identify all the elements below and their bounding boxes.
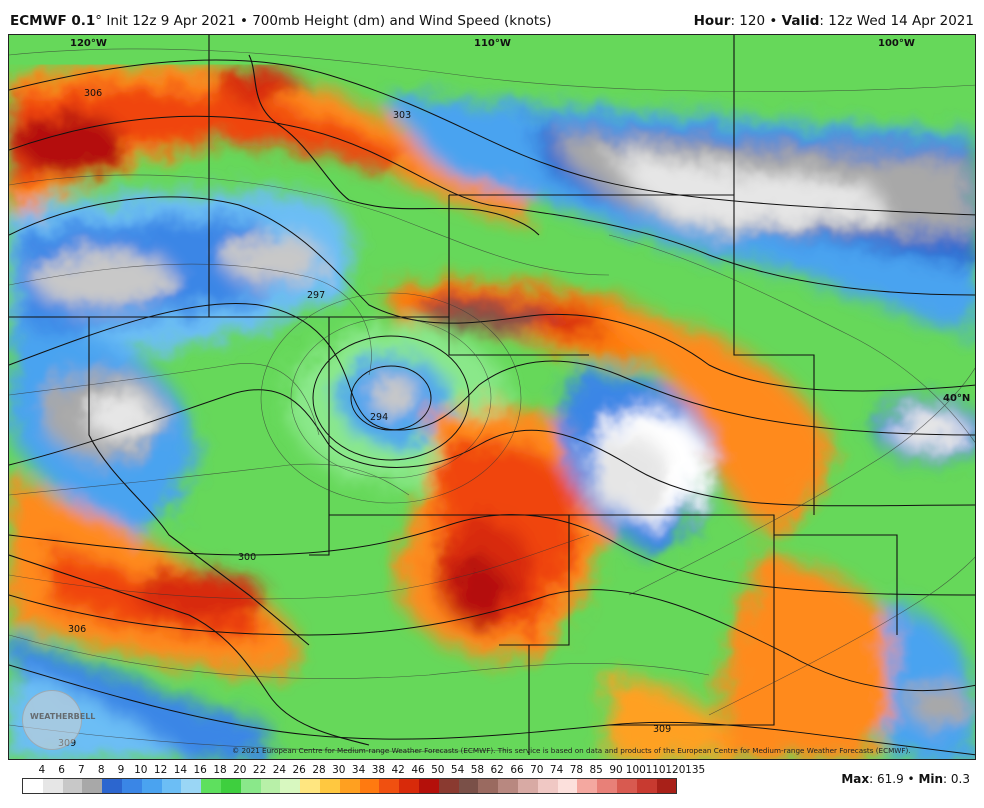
min-value: 0.3 xyxy=(950,772,970,786)
lon-label-100w: 100°W xyxy=(878,38,915,49)
wind-speed-field xyxy=(9,35,975,759)
scale-tick-label: 135 xyxy=(685,764,706,776)
valid-info: Hour: 120 • Valid: 12z Wed 14 Apr 2021 xyxy=(693,13,974,29)
model-name: ECMWF 0.1 xyxy=(10,13,96,29)
scale-swatch xyxy=(280,779,301,793)
scale-tick-label: 66 xyxy=(510,764,524,776)
copyright-notice: © 2021 European Centre for Medium-range … xyxy=(232,746,911,755)
height-label: 294 xyxy=(370,412,389,423)
scale-tick-label: 100 xyxy=(625,764,646,776)
scale-tick-label: 38 xyxy=(371,764,386,776)
scale-swatch xyxy=(82,779,103,793)
scale-tick-label: 54 xyxy=(450,764,465,776)
weatherbell-logo xyxy=(22,690,82,750)
scale-swatch xyxy=(399,779,419,793)
scale-swatch xyxy=(201,779,221,793)
scale-swatch xyxy=(181,779,202,793)
scale-tick-label: 16 xyxy=(193,764,207,776)
scale-tick-label: 78 xyxy=(569,764,584,776)
scale-swatch xyxy=(418,779,439,793)
scale-swatch xyxy=(478,779,499,793)
height-label: 297 xyxy=(307,290,326,301)
scale-tick-label: 24 xyxy=(272,764,287,776)
height-label: 306 xyxy=(68,624,87,635)
height-label: 303 xyxy=(393,110,412,121)
height-label: 306 xyxy=(84,88,103,99)
scale-swatch xyxy=(141,779,162,793)
scale-swatch xyxy=(121,779,142,793)
lon-label-110w: 110°W xyxy=(474,38,511,49)
scale-tick-label: 74 xyxy=(549,764,564,776)
scale-tick-label: 62 xyxy=(490,764,504,776)
scale-swatch xyxy=(42,779,63,793)
scale-tick-label: 30 xyxy=(332,764,346,776)
scale-swatch xyxy=(240,779,261,793)
scale-swatch xyxy=(597,779,617,793)
title-bar: ECMWF 0.1° Init 12z 9 Apr 2021 • 700mb H… xyxy=(0,0,984,34)
scale-swatch xyxy=(102,779,122,793)
max-value: 61.9 xyxy=(876,772,904,786)
scale-swatch xyxy=(517,779,538,793)
boundaries xyxy=(9,35,898,755)
scale-swatch xyxy=(319,779,340,793)
scale-tick-label: 12 xyxy=(153,764,168,776)
scale-tick-label: 110 xyxy=(645,764,666,776)
scale-tick-label: 46 xyxy=(411,764,425,776)
scale-tick-label: 14 xyxy=(173,764,188,776)
weatherbell-logo-text: WEATHERBELL xyxy=(30,712,96,721)
scale-tick-label: 28 xyxy=(312,764,326,776)
scale-swatch xyxy=(161,779,182,793)
scale-tick-label: 20 xyxy=(233,764,247,776)
scale-tick-label: 70 xyxy=(530,764,544,776)
scale-swatch xyxy=(656,779,677,793)
scale-tick-label: 9 xyxy=(117,764,125,776)
lat-label-40n: 40°N xyxy=(943,393,971,404)
scale-swatch xyxy=(577,779,598,793)
height-label: 300 xyxy=(238,552,257,563)
height-label: 309 xyxy=(653,724,672,735)
scale-tick-label: 85 xyxy=(589,764,603,776)
scale-swatch xyxy=(438,779,459,793)
scale-swatch xyxy=(339,779,360,793)
scale-tick-label: 6 xyxy=(58,764,65,776)
map-title: ECMWF 0.1° Init 12z 9 Apr 2021 • 700mb H… xyxy=(10,13,552,29)
scale-tick-label: 18 xyxy=(213,764,227,776)
height-contours xyxy=(9,59,975,756)
scale-tick-label: 58 xyxy=(470,764,485,776)
scale-tick-label: 90 xyxy=(609,764,623,776)
scale-swatch xyxy=(636,779,657,793)
scale-swatch xyxy=(458,779,479,793)
wind-streamlines xyxy=(9,48,975,752)
scale-swatch xyxy=(359,779,380,793)
scale-tick-label: 8 xyxy=(97,764,105,776)
scale-swatch xyxy=(616,779,637,793)
forecast-map[interactable] xyxy=(8,34,976,760)
scale-swatch xyxy=(260,779,281,793)
scale-tick-label: 120 xyxy=(665,764,686,776)
scale-swatch xyxy=(62,779,83,793)
scale-swatch xyxy=(537,779,558,793)
scale-swatch xyxy=(557,779,578,793)
scale-tick-label: 4 xyxy=(38,764,46,776)
scale-swatch xyxy=(300,779,320,793)
scale-swatches xyxy=(22,778,678,794)
scale-tick-label: 50 xyxy=(431,764,445,776)
scale-tick-label: 22 xyxy=(252,764,267,776)
product-name: 700mb Height (dm) and Wind Speed (knots) xyxy=(252,13,552,29)
scale-swatch xyxy=(23,779,43,793)
scale-swatch xyxy=(379,779,400,793)
scale-swatch xyxy=(220,779,241,793)
color-scale: 4 6 7 8 9 10 12 14 16 18 20 22 24 26 28 30 34 38 42 46 50 54 5… xyxy=(22,764,706,796)
scale-swatch xyxy=(498,779,518,793)
max-min-readout: Max: 61.9 • Min: 0.3 xyxy=(841,772,970,786)
scale-tick-label: 10 xyxy=(134,764,148,776)
lon-label-120w: 120°W xyxy=(70,38,107,49)
scale-tick-label: 7 xyxy=(78,764,85,776)
init-time: Init 12z 9 Apr 2021 xyxy=(106,13,236,29)
valid-time: 12z Wed 14 Apr 2021 xyxy=(828,13,974,29)
scale-tick-label: 42 xyxy=(391,764,405,776)
scale-tick-label: 26 xyxy=(292,764,306,776)
forecast-hour: 120 xyxy=(739,13,766,29)
scale-tick-label: 34 xyxy=(351,764,366,776)
